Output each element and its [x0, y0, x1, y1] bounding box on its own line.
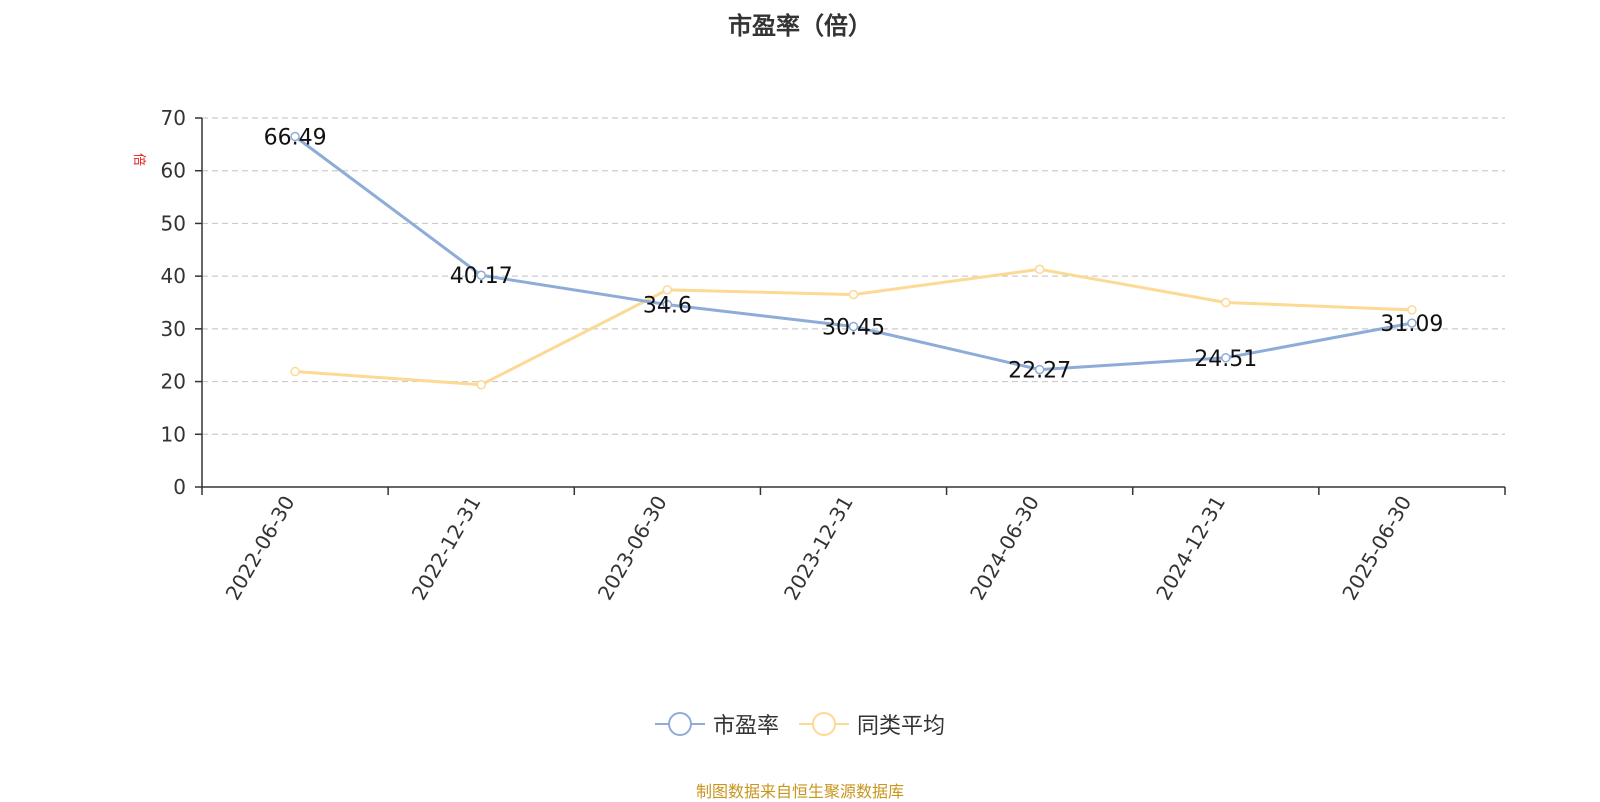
data-label-pe: 30.45	[822, 315, 885, 340]
y-tick-label: 50	[161, 211, 186, 235]
data-point-peer-average	[1221, 297, 1231, 308]
chart-title: 市盈率（倍）	[728, 12, 872, 40]
data-point-pe	[1407, 318, 1417, 328]
data-label-pe: 66.49	[264, 126, 327, 151]
data-label-pe: 31.09	[1380, 312, 1443, 337]
legend-label-pe: 市盈率	[712, 714, 779, 739]
data-point-peer-average	[1407, 305, 1417, 315]
data-point-pe	[1034, 364, 1045, 375]
x-tick-label: 2024-06-30	[965, 492, 1044, 605]
line-chart: 0 10 20 30 40 50 60 70 2022-06-30 2022-12-31 2023-…	[161, 106, 1506, 605]
x-tick-label: 2022-12-31	[407, 492, 486, 605]
data-point-peer-average	[1034, 264, 1045, 275]
legend-item-peer-average[interactable]: 同类平均	[799, 708, 945, 740]
data-point-pe	[848, 321, 859, 332]
data-point-peer-average	[662, 285, 673, 295]
data-point-peer-average	[848, 289, 859, 300]
legend-label-peer-average: 同类平均	[857, 714, 946, 739]
data-point-pe	[1221, 353, 1231, 363]
y-tick-label: 40	[161, 264, 186, 288]
legend-swatch-peer-average-icon	[799, 712, 849, 736]
data-label-pe: 22.27	[1008, 359, 1071, 384]
data-label-pe: 24.51	[1194, 347, 1257, 372]
y-tick-label: 0	[173, 475, 186, 499]
x-tick-label: 2025-06-30	[1337, 492, 1416, 605]
data-point-peer-average	[476, 379, 486, 390]
data-label-pe: 40.17	[450, 264, 513, 289]
legend: 市盈率 同类平均	[0, 708, 1600, 740]
y-tick-label: 70	[161, 106, 186, 130]
x-tick-label: 2024-12-31	[1151, 492, 1230, 605]
data-label-pe: 34.6	[643, 294, 692, 319]
y-tick-label: 10	[161, 422, 186, 446]
legend-swatch-pe-icon	[654, 712, 705, 736]
x-tick-label: 2023-12-31	[779, 492, 858, 605]
y-tick-label: 30	[161, 317, 186, 341]
data-point-peer-average	[290, 366, 300, 377]
source-note: 制图数据来自恒生聚源数据库	[695, 782, 904, 801]
data-point-pe	[662, 299, 673, 310]
y-tick-label: 60	[161, 159, 186, 183]
x-tick-label: 2022-06-30	[220, 492, 299, 605]
data-point-pe	[476, 270, 486, 280]
x-tick-label: 2023-06-30	[593, 492, 672, 605]
legend-item-pe[interactable]: 市盈率	[654, 708, 779, 740]
y-tick-label: 20	[161, 370, 186, 394]
data-point-pe	[290, 131, 300, 142]
